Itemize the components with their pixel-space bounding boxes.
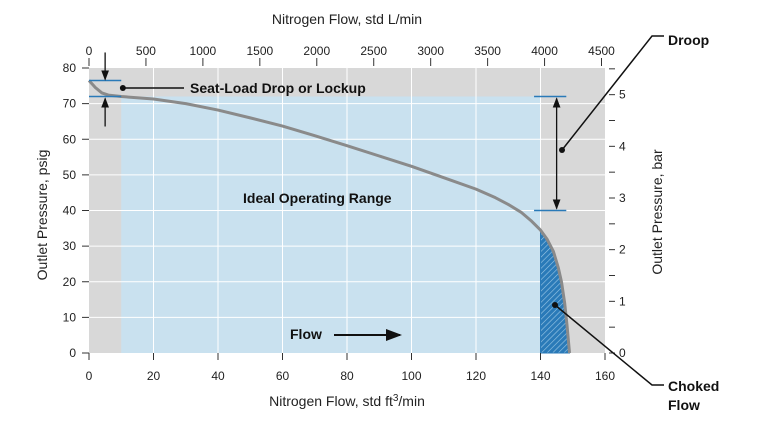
ideal-operating-range (121, 96, 541, 353)
y-tick-label: 60 (63, 132, 77, 146)
left-axis-label: Outlet Pressure, psig (34, 150, 50, 281)
top-tick-label: 1500 (246, 44, 273, 58)
top-axis-label: Nitrogen Flow, std L/min (272, 11, 422, 27)
right-tick-label: 4 (619, 139, 626, 153)
choked-pointer (554, 304, 664, 386)
bottom-axis-label: Nitrogen Flow, std ft3/min (269, 393, 425, 409)
x-tick-label: 140 (530, 369, 550, 383)
x-tick-label: 120 (466, 369, 486, 383)
y-tick-label: 40 (63, 204, 77, 218)
top-tick-label: 500 (136, 44, 156, 58)
right-tick-label: 2 (619, 243, 626, 257)
droop-pointer (561, 35, 664, 151)
top-tick-label: 3500 (474, 44, 501, 58)
x-tick-label: 60 (276, 369, 290, 383)
choked-label-1: Choked (668, 378, 719, 394)
top-tick-label: 4000 (531, 44, 558, 58)
right-tick-label: 3 (619, 191, 626, 205)
y-tick-label: 70 (63, 97, 77, 111)
top-tick-label: 2500 (360, 44, 387, 58)
right-tick-label: 0 (619, 346, 626, 360)
x-tick-label: 100 (401, 369, 421, 383)
droop-label: Droop (668, 32, 709, 48)
x-tick-label: 20 (147, 369, 161, 383)
pressure-curve (87, 79, 572, 354)
y-tick-label: 80 (63, 61, 77, 75)
right-axis-label: Outlet Pressure, bar (649, 149, 665, 275)
ideal-range-label: Ideal Operating Range (243, 190, 392, 206)
flow-label: Flow (290, 326, 322, 342)
top-tick-label: 4500 (588, 44, 615, 58)
y-tick-label: 30 (63, 239, 77, 253)
y-tick-label: 50 (63, 168, 77, 182)
y-tick-label: 0 (69, 346, 76, 360)
x-tick-label: 0 (86, 369, 93, 383)
right-tick-label: 1 (619, 294, 626, 308)
top-tick-label: 3000 (417, 44, 444, 58)
choked-label-2: Flow (668, 397, 700, 413)
top-tick-label: 2000 (303, 44, 330, 58)
x-tick-label: 80 (340, 369, 354, 383)
top-tick-label: 0 (86, 44, 93, 58)
x-tick-label: 40 (211, 369, 225, 383)
right-tick-label: 5 (619, 88, 626, 102)
y-tick-label: 10 (63, 310, 77, 324)
top-tick-label: 1000 (190, 44, 217, 58)
x-tick-label: 160 (595, 369, 615, 383)
y-tick-label: 20 (63, 275, 77, 289)
seat-load-label: Seat-Load Drop or Lockup (190, 80, 366, 96)
